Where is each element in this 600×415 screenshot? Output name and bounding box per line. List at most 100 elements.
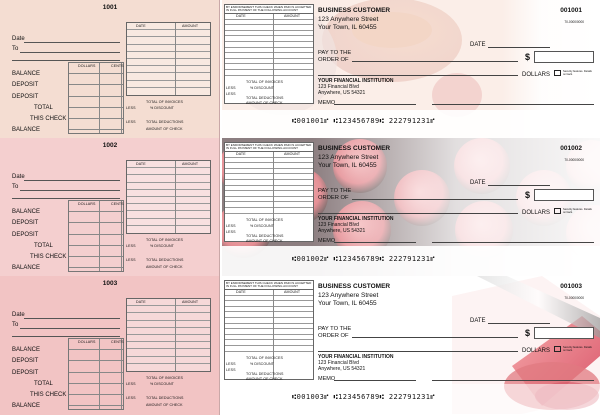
check-body: BY ENDORSEMENT THIS CHECK WHEN PAID IS A… xyxy=(222,138,600,276)
check-amount-of-check-label: AMOUNT OF CHECK xyxy=(246,239,283,243)
check-table-amount-label: AMOUNT xyxy=(284,14,301,18)
endorsement-text: BY ENDORSEMENT THIS CHECK WHEN PAID IS A… xyxy=(225,143,313,152)
stub-date-line[interactable] xyxy=(24,180,120,181)
bank-street: 123 Financial Blvd xyxy=(318,221,359,228)
stub-inv-amount-label: AMOUNT xyxy=(182,24,199,28)
stub-inv-amount-label: AMOUNT xyxy=(182,162,199,166)
fractional-routing: 70-0000/0000 xyxy=(564,20,584,24)
stub-to-line[interactable] xyxy=(20,328,120,329)
check-less-label-2: LESS xyxy=(226,368,236,372)
stub-less-label: LESS xyxy=(126,244,136,248)
stub-cents-label: CENTS xyxy=(111,202,124,206)
memo-label: MEMO xyxy=(318,100,336,106)
stub-date-label: Date xyxy=(12,312,25,318)
lock-icon xyxy=(554,346,561,352)
bank-address: YOUR FINANCIAL INSTITUTION 123 Financial… xyxy=(318,78,394,96)
memo-label: MEMO xyxy=(318,376,336,382)
check-table-date-label: DATE xyxy=(236,152,246,156)
stub-dollars-label: DOLLARS xyxy=(78,202,96,206)
stub-balance-label-2: BALANCE xyxy=(12,403,41,409)
stub-ledger xyxy=(68,62,124,134)
amount-box[interactable] xyxy=(534,51,594,63)
stub-total-invoices-label: TOTAL OF INVOICES xyxy=(146,376,183,380)
amount-words-line[interactable] xyxy=(318,351,518,352)
bank-city: Anywhere, US 54321 xyxy=(318,89,366,96)
stub-number: 1002 xyxy=(102,142,118,149)
business-address: BUSINESS CUSTOMER 123 Anywhere Street Yo… xyxy=(318,283,390,309)
payee-line[interactable] xyxy=(352,199,518,200)
amount-box[interactable] xyxy=(534,189,594,201)
amount-box[interactable] xyxy=(534,327,594,339)
memo-line[interactable] xyxy=(334,104,416,105)
stub-date-label: Date xyxy=(12,174,25,180)
check-discount-label: % DISCOUNT xyxy=(250,224,274,228)
amount-words-line[interactable] xyxy=(318,75,518,76)
check-date-label: DATE xyxy=(470,42,486,48)
check-set-2: 1002 Date To DOLLARS CENTS BALANCE DEPOS… xyxy=(0,138,600,276)
bank-name: YOUR FINANCIAL INSTITUTION xyxy=(318,78,394,84)
stub-discount-label: % DISCOUNT xyxy=(150,382,174,386)
check-date-label: DATE xyxy=(470,180,486,186)
check-date-line[interactable] xyxy=(488,185,550,186)
stub-deposit-label-2: DEPOSIT xyxy=(12,232,39,238)
stub-to-line[interactable] xyxy=(20,52,120,53)
signature-line[interactable] xyxy=(432,242,594,243)
check-less-label-2: LESS xyxy=(226,230,236,234)
bank-name: YOUR FINANCIAL INSTITUTION xyxy=(318,216,394,222)
business-street: 123 Anywhere Street xyxy=(318,291,379,299)
stub-this-check-label: THIS CHECK xyxy=(30,116,67,122)
stub-memo-line[interactable] xyxy=(12,198,120,199)
pay-to-line-2: ORDER OF xyxy=(318,333,349,339)
signature-line[interactable] xyxy=(432,380,594,381)
check-set-3: 1003 Date To DOLLARS CENTS BALANCE DEPOS… xyxy=(0,276,600,415)
check-table-date-label: DATE xyxy=(236,290,246,294)
stub-less-label-2: LESS xyxy=(126,120,136,124)
payee-line[interactable] xyxy=(352,337,518,338)
dollars-label: DOLLARS xyxy=(522,348,551,354)
check-number: 001003 xyxy=(560,283,582,290)
memo-line[interactable] xyxy=(334,380,416,381)
stub-total-deductions-label: TOTAL DEDUCTIONS xyxy=(146,396,184,400)
check-invoice-table: BY ENDORSEMENT THIS CHECK WHEN PAID IS A… xyxy=(224,4,314,104)
stub-memo-line[interactable] xyxy=(12,60,120,61)
stub-to-line[interactable] xyxy=(20,190,120,191)
stub-invoice-table xyxy=(126,22,211,96)
check-invoice-table: BY ENDORSEMENT THIS CHECK WHEN PAID IS A… xyxy=(224,280,314,380)
stub-less-label-2: LESS xyxy=(126,258,136,262)
check-date-label: DATE xyxy=(470,318,486,324)
business-name: BUSINESS CUSTOMER xyxy=(318,145,391,152)
bank-street: 123 Financial Blvd xyxy=(318,359,359,366)
check-less-label: LESS xyxy=(226,362,236,366)
pay-to-line-2: ORDER OF xyxy=(318,57,349,63)
stub-date-line[interactable] xyxy=(24,318,120,319)
business-name: BUSINESS CUSTOMER xyxy=(318,283,391,290)
dollar-sign: $ xyxy=(525,190,531,200)
security-features-text: Security features. Details on back. xyxy=(563,208,592,214)
pay-to-line-1: PAY TO THE xyxy=(318,326,352,332)
stub-balance-label: BALANCE xyxy=(12,209,41,215)
stub-balance-label-2: BALANCE xyxy=(12,127,41,133)
memo-line[interactable] xyxy=(334,242,416,243)
pay-to-line-1: PAY TO THE xyxy=(318,50,352,56)
check-date-line[interactable] xyxy=(488,47,550,48)
stub-invoice-table xyxy=(126,298,211,372)
endorsement-text: BY ENDORSEMENT THIS CHECK WHEN PAID IS A… xyxy=(225,5,313,14)
stub-date-line[interactable] xyxy=(24,42,120,43)
check-total-invoices-label: TOTAL OF INVOICES xyxy=(246,80,283,84)
stub-less-label: LESS xyxy=(126,382,136,386)
bank-name: YOUR FINANCIAL INSTITUTION xyxy=(318,354,394,360)
check-table-date-label: DATE xyxy=(236,14,246,18)
check-less-label: LESS xyxy=(226,224,236,228)
stub-memo-line[interactable] xyxy=(12,336,120,337)
stub-balance-label-2: BALANCE xyxy=(12,265,41,271)
stub-inv-amount-label: AMOUNT xyxy=(182,300,199,304)
check-table-amount-label: AMOUNT xyxy=(284,152,301,156)
amount-words-line[interactable] xyxy=(318,213,518,214)
dollars-label: DOLLARS xyxy=(522,72,551,78)
payee-line[interactable] xyxy=(352,61,518,62)
micr-line: ⑆001001⑈ ⑆123456789⑆ 222791231⑈ xyxy=(292,117,435,125)
stub-this-check-label: THIS CHECK xyxy=(30,254,67,260)
stub-deposit-label: DEPOSIT xyxy=(12,358,39,364)
signature-line[interactable] xyxy=(432,104,594,105)
check-date-line[interactable] xyxy=(488,323,550,324)
